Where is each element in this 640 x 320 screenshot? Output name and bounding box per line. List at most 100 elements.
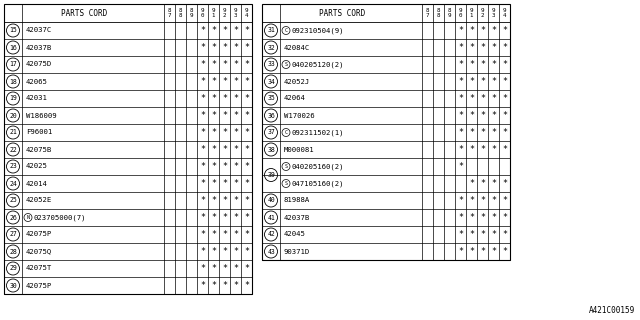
Text: 42037C: 42037C [26, 28, 52, 34]
Text: *: * [491, 196, 496, 205]
Text: *: * [502, 43, 507, 52]
Text: *: * [222, 43, 227, 52]
Text: *: * [222, 281, 227, 290]
Text: *: * [458, 213, 463, 222]
Text: *: * [200, 26, 205, 35]
Text: *: * [480, 247, 485, 256]
Text: 8
8: 8 8 [179, 8, 182, 18]
Text: *: * [458, 94, 463, 103]
Text: 18: 18 [9, 78, 17, 84]
Text: *: * [200, 162, 205, 171]
Text: *: * [480, 179, 485, 188]
Text: *: * [502, 111, 507, 120]
Text: 28: 28 [9, 249, 17, 254]
Text: *: * [502, 179, 507, 188]
Text: *: * [480, 94, 485, 103]
Text: *: * [211, 264, 216, 273]
Text: *: * [491, 60, 496, 69]
Text: *: * [233, 145, 238, 154]
Text: *: * [491, 43, 496, 52]
Text: *: * [233, 213, 238, 222]
Text: 81988A: 81988A [284, 197, 310, 204]
Text: *: * [244, 60, 249, 69]
Text: *: * [222, 77, 227, 86]
Text: *: * [502, 145, 507, 154]
Text: 9
3: 9 3 [492, 8, 495, 18]
Text: 29: 29 [9, 266, 17, 271]
Text: 9
0: 9 0 [201, 8, 204, 18]
Text: *: * [211, 196, 216, 205]
Text: 42037B: 42037B [284, 214, 310, 220]
Text: *: * [222, 162, 227, 171]
Text: 40: 40 [267, 197, 275, 204]
Text: *: * [244, 213, 249, 222]
Text: 9
1: 9 1 [212, 8, 215, 18]
Text: *: * [491, 94, 496, 103]
Text: 42: 42 [267, 231, 275, 237]
Text: *: * [233, 26, 238, 35]
Text: 42075P: 42075P [26, 231, 52, 237]
Text: 35: 35 [267, 95, 275, 101]
Text: *: * [222, 264, 227, 273]
Text: *: * [200, 60, 205, 69]
Text: *: * [469, 213, 474, 222]
Text: 9
2: 9 2 [223, 8, 227, 18]
Text: *: * [233, 128, 238, 137]
Text: 42075T: 42075T [26, 266, 52, 271]
Text: 9
1: 9 1 [470, 8, 473, 18]
Text: 092310504(9): 092310504(9) [291, 27, 344, 34]
Text: *: * [222, 179, 227, 188]
Text: 8
9: 8 9 [448, 8, 451, 18]
Text: *: * [211, 26, 216, 35]
Text: *: * [211, 281, 216, 290]
Text: 23: 23 [9, 164, 17, 170]
Text: *: * [458, 230, 463, 239]
Text: *: * [200, 128, 205, 137]
Text: 8
7: 8 7 [168, 8, 172, 18]
Text: *: * [200, 247, 205, 256]
Text: *: * [200, 264, 205, 273]
Text: 42045: 42045 [284, 231, 306, 237]
Text: *: * [200, 111, 205, 120]
Text: 37: 37 [267, 130, 275, 135]
Text: W186009: W186009 [26, 113, 56, 118]
Text: 42065: 42065 [26, 78, 48, 84]
Text: *: * [244, 128, 249, 137]
Text: *: * [469, 247, 474, 256]
Text: *: * [233, 230, 238, 239]
Text: 15: 15 [9, 28, 17, 34]
Text: *: * [491, 213, 496, 222]
Text: *: * [458, 162, 463, 171]
Text: *: * [244, 94, 249, 103]
Text: *: * [200, 196, 205, 205]
Text: 25: 25 [9, 197, 17, 204]
Text: 42075P: 42075P [26, 283, 52, 289]
Text: *: * [502, 196, 507, 205]
Text: *: * [211, 145, 216, 154]
Text: *: * [502, 213, 507, 222]
Text: *: * [491, 247, 496, 256]
Text: 9
4: 9 4 [503, 8, 506, 18]
Text: *: * [458, 247, 463, 256]
Text: *: * [469, 43, 474, 52]
Text: 42075Q: 42075Q [26, 249, 52, 254]
Text: 32: 32 [267, 44, 275, 51]
Text: 42037B: 42037B [26, 44, 52, 51]
Text: S: S [284, 164, 287, 169]
Text: *: * [211, 162, 216, 171]
Text: PARTS CORD: PARTS CORD [61, 9, 107, 18]
Text: *: * [469, 77, 474, 86]
Text: *: * [458, 26, 463, 35]
Text: *: * [244, 230, 249, 239]
Text: *: * [244, 247, 249, 256]
Text: *: * [469, 145, 474, 154]
Text: N: N [26, 215, 29, 220]
Text: 42025: 42025 [26, 164, 48, 170]
Text: 42075B: 42075B [26, 147, 52, 153]
Text: C: C [284, 130, 287, 135]
Text: *: * [491, 145, 496, 154]
Text: *: * [233, 94, 238, 103]
Text: *: * [211, 111, 216, 120]
Text: *: * [222, 94, 227, 103]
Text: W170026: W170026 [284, 113, 315, 118]
